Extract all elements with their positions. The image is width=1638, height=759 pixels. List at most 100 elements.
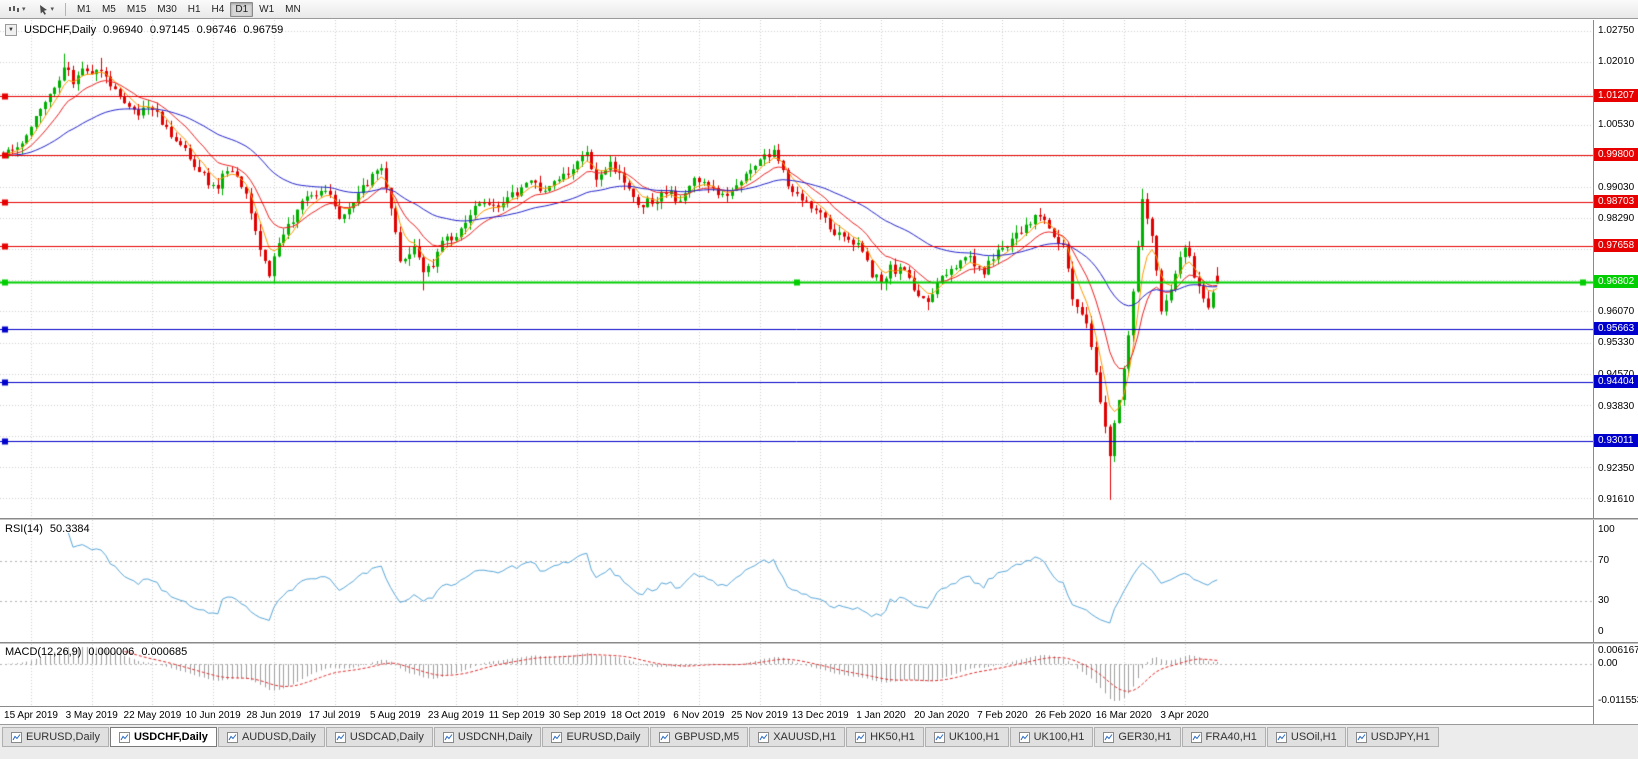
chart-thumbnail-icon (226, 731, 238, 743)
macd-axis-label: 0.00 (1598, 658, 1618, 670)
close-value: 0.96759 (243, 24, 284, 36)
chart-tab-usoil-h1[interactable]: USOil,H1 (1266, 727, 1346, 747)
candlestick-chart-icon (8, 3, 20, 15)
time-axis-label: 10 Jun 2019 (185, 710, 241, 721)
time-axis-label: 5 Aug 2019 (369, 710, 421, 721)
price-axis-label: 1.00530 (1598, 118, 1635, 130)
timeframe-button-group: M1 M5 M15 M30 H1 H4 D1 W1 MN (72, 1, 306, 17)
price-chart-canvas[interactable] (0, 20, 1593, 518)
timeframe-button-h4[interactable]: H4 (211, 3, 225, 15)
chart-thumbnail-icon (1018, 731, 1030, 743)
price-axis-label: 0.95330 (1598, 337, 1635, 349)
chart-tab-uk100-h1[interactable]: UK100,H1 (924, 727, 1009, 747)
cursor-arrow-icon (38, 4, 49, 15)
high-value: 0.97145 (149, 24, 190, 36)
panel-splitter[interactable] (0, 642, 1638, 644)
timeframe-button-w1[interactable]: W1 (259, 3, 275, 15)
panel-splitter[interactable] (0, 518, 1638, 520)
tab-label: FRA40,H1 (1205, 731, 1257, 743)
tab-label: AUDUSD,Daily (241, 731, 316, 743)
tab-label: USDCHF,Daily (133, 731, 208, 743)
timeframe-button-m15[interactable]: M15 (126, 3, 147, 15)
price-axis-label: 0.96070 (1598, 306, 1635, 318)
tab-label: USDJPY,H1 (1370, 731, 1430, 743)
time-axis-label: 25 Nov 2019 (731, 710, 788, 721)
price-level-tag: 0.99800 (1594, 148, 1638, 162)
time-axis-label: 15 Apr 2019 (4, 710, 58, 721)
chart-thumbnail-icon (1190, 731, 1202, 743)
chart-title: USDCHF,Daily (24, 24, 97, 36)
macd-value-main: 0.000006 (88, 646, 135, 658)
chart-tab-audusd-daily[interactable]: AUDUSD,Daily (217, 727, 325, 747)
macd-axis-label: -0.0115531 (1598, 695, 1638, 706)
chart-tab-eurusd-daily[interactable]: EURUSD,Daily (542, 727, 650, 747)
tab-label: EURUSD,Daily (26, 731, 100, 743)
chart-tab-fra40-h1[interactable]: FRA40,H1 (1181, 727, 1266, 747)
chart-tab-usdchf-daily[interactable]: USDCHF,Daily (109, 727, 217, 747)
macd-panel-canvas[interactable] (0, 644, 1593, 706)
tab-label: USDCAD,Daily (349, 731, 424, 743)
chart-tab-uk100-h1[interactable]: UK100,H1 (1009, 727, 1094, 747)
tab-label: EURUSD,Daily (566, 731, 641, 743)
rsi-label: RSI(14) (5, 523, 43, 535)
chart-thumbnail-icon (758, 731, 770, 743)
timeframe-button-m5[interactable]: M5 (101, 3, 116, 15)
chart-thumbnail-icon (442, 731, 454, 743)
cursor-tool-button[interactable]: ▾ (33, 2, 60, 17)
timeframe-button-mn[interactable]: MN (285, 3, 301, 15)
macd-value-signal: 0.000685 (141, 646, 188, 658)
price-level-tag: 1.01207 (1594, 89, 1638, 103)
chart-thumbnail-icon (11, 731, 22, 743)
chart-tab-ger30-h1[interactable]: GER30,H1 (1094, 727, 1181, 747)
time-axis-label: 1 Jan 2020 (856, 710, 906, 721)
rsi-axis-label: 70 (1598, 554, 1610, 566)
tab-label: GBPUSD,M5 (674, 731, 740, 743)
chart-thumbnail-icon (551, 731, 563, 743)
timeframe-button-d1[interactable]: D1 (230, 1, 254, 17)
chart-thumbnail-icon (1355, 731, 1367, 743)
chart-thumbnail-icon (855, 731, 867, 743)
toolbar-separator (65, 2, 67, 16)
tab-label: HK50,H1 (870, 731, 915, 743)
chart-tab-usdjpy-h1[interactable]: USDJPY,H1 (1346, 727, 1439, 747)
time-axis-label: 11 Sep 2019 (488, 710, 545, 721)
chart-tab-gbpusd-m5[interactable]: GBPUSD,M5 (650, 727, 749, 747)
chart-tab-eurusd-daily[interactable]: EURUSD,Daily (2, 727, 109, 747)
chart-tab-xauusd-h1[interactable]: XAUUSD,H1 (749, 727, 846, 747)
collapse-chart-button[interactable]: ▼ (5, 24, 17, 36)
chart-tab-usdcad-daily[interactable]: USDCAD,Daily (325, 727, 433, 747)
rsi-value: 50.3384 (49, 523, 90, 535)
time-axis-label: 17 Jul 2019 (308, 710, 361, 721)
price-axis-label: 1.02010 (1598, 56, 1635, 68)
rsi-axis-label: 0 (1598, 626, 1604, 637)
chart-thumbnail-icon (1103, 731, 1115, 743)
time-axis-label: 18 Oct 2019 (610, 710, 666, 721)
time-axis-label: 3 May 2019 (65, 710, 118, 721)
chart-tab-usdcnh-daily[interactable]: USDCNH,Daily (433, 727, 542, 747)
price-axis-label: 0.93830 (1598, 400, 1635, 412)
timeframe-button-h1[interactable]: H1 (187, 3, 201, 15)
price-axis-label: 0.92350 (1598, 462, 1635, 474)
rsi-panel-canvas[interactable] (0, 520, 1593, 642)
price-axis[interactable]: 1.027501.020101.005300.990300.982900.975… (1593, 20, 1638, 724)
chart-thumbnail-icon (659, 731, 671, 743)
chart-header: ▼ USDCHF,Daily 0.96940 0.97145 0.96746 0… (5, 24, 283, 36)
macd-axis-label: 0.0061674 (1598, 645, 1638, 656)
timeframe-button-m1[interactable]: M1 (77, 3, 91, 15)
price-level-tag: 0.96802 (1594, 274, 1638, 288)
tab-label: GER30,H1 (1118, 731, 1172, 743)
rsi-header: RSI(14) 50.3384 (5, 523, 90, 535)
macd-label: MACD(12,26,9) (5, 646, 82, 658)
tab-label: USOil,H1 (1290, 731, 1337, 743)
chart-tab-hk50-h1[interactable]: HK50,H1 (846, 727, 924, 747)
chevron-down-icon: ▾ (50, 6, 55, 13)
time-axis-label: 6 Nov 2019 (673, 710, 725, 721)
new-chart-button[interactable]: ▾ (3, 2, 31, 17)
tab-label: XAUUSD,H1 (773, 731, 837, 743)
timeframe-button-m30[interactable]: M30 (157, 3, 177, 15)
time-axis-label: 28 Jun 2019 (246, 710, 302, 721)
time-axis[interactable]: 15 Apr 2019 3 May 2019 22 May 2019 10 Jun 2… (0, 706, 1593, 724)
chart-thumbnail-icon (933, 731, 945, 743)
time-axis-label: 30 Sep 2019 (549, 710, 606, 721)
